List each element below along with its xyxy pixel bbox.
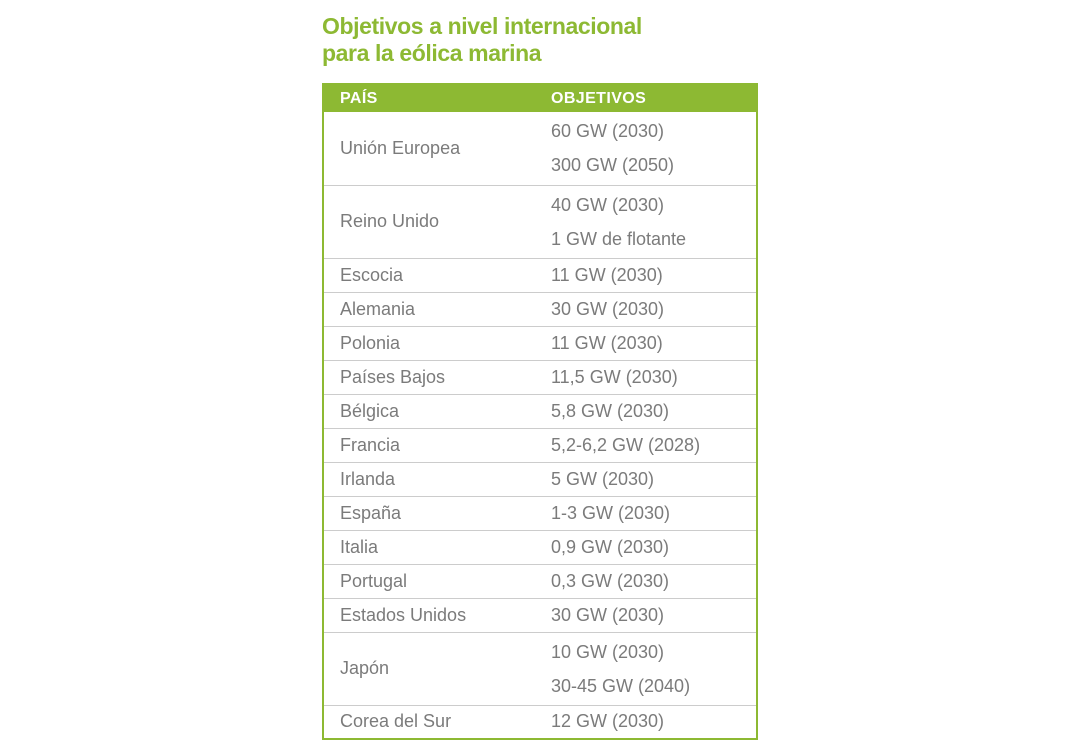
table-row: Portugal 0,3 GW (2030) (323, 563, 757, 598)
column-header-pais: PAÍS (323, 84, 545, 112)
objectives-cell: 12 GW (2030) (545, 704, 757, 739)
objective-value: 5,8 GW (2030) (551, 400, 670, 421)
objectives-cell: 11,5 GW (2030) (545, 359, 757, 394)
objective-value: 30 GW (2030) (551, 298, 665, 319)
objectives-cell: 5,8 GW (2030) (545, 393, 757, 428)
country-cell: Italia (323, 529, 545, 564)
table-row: Francia 5,2-6,2 GW (2028) (323, 427, 757, 462)
objectives-cell: 11 GW (2030) (545, 257, 757, 292)
objectives-cell: 11 GW (2030) (545, 325, 757, 360)
objective-value: 300 GW (2050) (551, 155, 675, 176)
country-cell: Polonia (323, 325, 545, 360)
objective-value: 11,5 GW (2030) (551, 366, 678, 387)
country-cell: Francia (323, 427, 545, 462)
table-row: Alemania 30 GW (2030) (323, 291, 757, 326)
objective-value: 5 GW (2030) (551, 468, 655, 489)
objectives-cell: 1-3 GW (2030) (545, 495, 757, 530)
table-row: Corea del Sur 12 GW (2030) (323, 704, 757, 739)
table-row: Países Bajos 11,5 GW (2030) (323, 359, 757, 394)
table-row: Escocia 11 GW (2030) (323, 257, 757, 292)
objectives-cell: 30 GW (2030) (545, 597, 757, 632)
objectives-cell: 10 GW (2030) 30-45 GW (2040) (545, 631, 757, 705)
objective-value: 60 GW (2030) (551, 121, 665, 142)
table-row: Italia 0,9 GW (2030) (323, 529, 757, 564)
country-cell: Japón (323, 631, 545, 705)
table-row: Polonia 11 GW (2030) (323, 325, 757, 360)
objective-value: 11 GW (2030) (551, 332, 663, 353)
objectives-cell: 0,9 GW (2030) (545, 529, 757, 564)
objectives-cell: 60 GW (2030) 300 GW (2050) (545, 112, 757, 185)
page-title: Objetivos a nivel internacional para la … (322, 13, 758, 67)
column-header-objetivos: OBJETIVOS (545, 84, 757, 112)
country-cell: Escocia (323, 257, 545, 292)
country-cell: Reino Unido (323, 184, 545, 258)
objective-value: 11 GW (2030) (551, 264, 663, 285)
objective-value: 40 GW (2030) (551, 194, 665, 215)
country-cell: Países Bajos (323, 359, 545, 394)
table-header-row: PAÍS OBJETIVOS (323, 84, 757, 112)
table-row: Irlanda 5 GW (2030) (323, 461, 757, 496)
table-row: Bélgica 5,8 GW (2030) (323, 393, 757, 428)
objective-value: 0,9 GW (2030) (551, 536, 670, 557)
objective-value: 0,3 GW (2030) (551, 570, 670, 591)
objectives-cell: 40 GW (2030) 1 GW de flotante (545, 184, 757, 258)
country-cell: Corea del Sur (323, 704, 545, 739)
country-cell: Portugal (323, 563, 545, 598)
table-body: Unión Europea 60 GW (2030) 300 GW (2050) Re… (323, 112, 757, 739)
country-cell: Bélgica (323, 393, 545, 428)
objective-value: 30 GW (2030) (551, 604, 665, 625)
objective-value: 1-3 GW (2030) (551, 502, 671, 523)
page-title-line-2: para la eólica marina (322, 40, 542, 66)
country-cell: Alemania (323, 291, 545, 326)
objective-value: 5,2-6,2 GW (2028) (551, 434, 701, 455)
objectives-cell: 30 GW (2030) (545, 291, 757, 326)
objectives-cell: 0,3 GW (2030) (545, 563, 757, 598)
table-row: Japón 10 GW (2030) 30-45 GW (2040) (323, 631, 757, 705)
infographic-content: Objetivos a nivel internacional para la … (322, 13, 758, 740)
country-cell: Estados Unidos (323, 597, 545, 632)
country-cell: España (323, 495, 545, 530)
offshore-wind-targets-table: PAÍS OBJETIVOS Unión Europea 60 GW (2030)… (322, 83, 758, 740)
objective-value: 30-45 GW (2040) (551, 675, 691, 696)
country-cell: Unión Europea (323, 112, 545, 185)
table-row: Reino Unido 40 GW (2030) 1 GW de flotante (323, 184, 757, 258)
objectives-cell: 5,2-6,2 GW (2028) (545, 427, 757, 462)
objective-value: 10 GW (2030) (551, 641, 665, 662)
objective-value: 1 GW de flotante (551, 228, 687, 249)
page-title-line-1: Objetivos a nivel internacional (322, 13, 642, 39)
table-row: Estados Unidos 30 GW (2030) (323, 597, 757, 632)
objective-value: 12 GW (2030) (551, 711, 665, 732)
country-cell: Irlanda (323, 461, 545, 496)
table-row: Unión Europea 60 GW (2030) 300 GW (2050) (323, 112, 757, 185)
table-row: España 1-3 GW (2030) (323, 495, 757, 530)
table-header: PAÍS OBJETIVOS (323, 84, 757, 112)
objectives-cell: 5 GW (2030) (545, 461, 757, 496)
